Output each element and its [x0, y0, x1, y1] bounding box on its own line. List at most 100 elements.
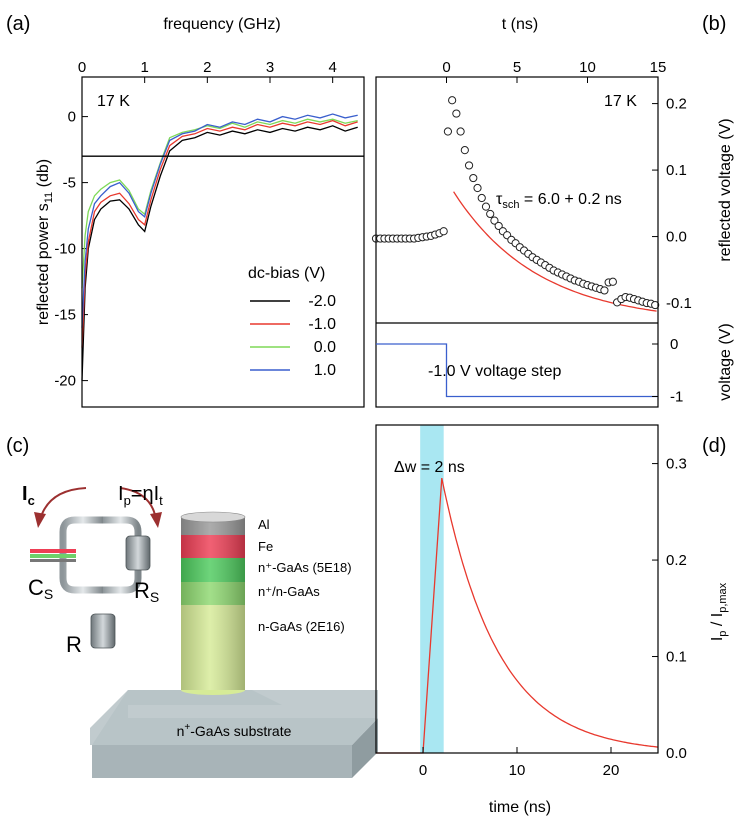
panel-label-d: (d) — [702, 435, 726, 457]
b2-y-tick-label-0: 0 — [670, 336, 678, 353]
series-line-2 — [81, 118, 358, 289]
data-point — [439, 227, 448, 236]
legend-label-2: 0.0 — [314, 339, 336, 356]
chart-a-ylabel: reflected power s11 (db) — [35, 159, 55, 325]
b-x-tick-label-0: 0 — [442, 59, 450, 76]
data-point — [494, 221, 503, 231]
layer-label-2: n⁺-GaAs (5E18) — [258, 560, 352, 575]
ip-label: Ip=ηIt — [118, 483, 163, 508]
legend-label-1: -1.0 — [308, 316, 336, 333]
chart-a-frame — [81, 76, 365, 408]
chart-b-frame — [375, 76, 659, 408]
legend-label-0: -2.0 — [308, 293, 336, 310]
legend-label-3: 1.0 — [314, 362, 336, 379]
x-tick-label-1: 1 — [140, 59, 148, 76]
voltage-step-label: -1.0 V voltage step — [428, 363, 562, 380]
d-y-tick-label-3: 0.3 — [666, 456, 687, 473]
d-y-tick-label-0: 0.0 — [666, 745, 687, 762]
x-tick-label-2: 2 — [203, 59, 211, 76]
panel-label-a: (a) — [6, 13, 30, 35]
data-point — [448, 96, 457, 105]
resistor-r — [90, 613, 116, 649]
d-x-tick-label-1: 10 — [509, 762, 526, 779]
substrate-label: n+-GaAs substrate — [177, 722, 292, 739]
chart-d-ylabel: Ip / Ip,max — [709, 582, 729, 641]
data-point — [477, 193, 486, 203]
panel-label-c: (c) — [6, 435, 29, 457]
chart-d-xlabel: time (ns) — [489, 799, 551, 816]
data-point — [486, 209, 495, 219]
device-schematic: n+-GaAs substrate Ic Ip=ηIt CS RS R Al Fe… — [22, 432, 378, 799]
capacitor-plate-gaas — [30, 554, 76, 558]
chart-b-annotation: 17 K — [604, 93, 637, 110]
b-y-tick-label-0: 0.2 — [666, 96, 687, 113]
y-tick-label-0: 0 — [68, 109, 76, 126]
data-point — [456, 127, 465, 136]
x-tick-label-0: 0 — [78, 59, 86, 76]
r-label: R — [66, 632, 82, 657]
resistor-rs — [125, 535, 151, 571]
d-y-tick-label-1: 0.1 — [666, 649, 687, 666]
b-y-tick-label-1: 0.1 — [666, 162, 687, 179]
series-line-1 — [81, 119, 358, 348]
chart-b: t (ns) 0 5 10 15 0.2 0.1 0.0 -0.1 17 K τsch = … — [371, 16, 734, 408]
b-y-tick-label-2: 0.0 — [666, 229, 687, 246]
x-tick-label-3: 3 — [266, 59, 274, 76]
voltage-step-line — [376, 343, 658, 398]
current-curve — [376, 477, 659, 754]
layer-label-4: n-GaAs (2E16) — [258, 619, 345, 634]
y-tick-label-2: -10 — [54, 241, 76, 258]
pulse-width-shade — [420, 425, 444, 753]
x-tick-label-4: 4 — [328, 59, 336, 76]
fit-label: τsch = 6.0 + 0.2 ns — [496, 191, 622, 211]
chart-b-ylabel: reflected voltage (V) — [717, 118, 734, 261]
data-point — [464, 161, 474, 170]
substrate-front — [92, 745, 352, 778]
chart-b-lower-ylabel: voltage (V) — [717, 323, 734, 400]
b-x-tick-label-1: 5 — [513, 59, 521, 76]
data-point — [608, 277, 617, 286]
series-line-0 — [81, 125, 358, 381]
layer-label-1: Fe — [258, 539, 273, 554]
legend-title: dc-bias (V) — [248, 265, 325, 282]
capacitor-plate-fe — [30, 549, 76, 553]
panel-label-b: (b) — [702, 13, 726, 35]
chart-a-annotation: 17 K — [97, 93, 130, 110]
data-point — [600, 286, 609, 295]
series-line-3 — [81, 113, 358, 328]
data-point — [469, 173, 478, 183]
b-x-tick-label-2: 10 — [579, 59, 596, 76]
current-arrow-left — [39, 487, 87, 521]
cs-label: CS — [28, 575, 53, 602]
d-x-tick-label-0: 0 — [419, 762, 427, 779]
data-point — [473, 183, 482, 193]
layer-label-0: Al — [258, 517, 270, 532]
data-point — [481, 202, 491, 211]
chart-b-xlabel: t (ns) — [502, 16, 538, 33]
y-tick-label-3: -15 — [54, 307, 76, 324]
data-point — [460, 146, 469, 155]
chart-d-frame — [375, 424, 659, 754]
data-point — [443, 127, 453, 136]
chart-d-annotation: Δw = 2 ns — [394, 459, 465, 476]
substrate-side — [352, 718, 378, 778]
b-y-tick-label-3: -0.1 — [666, 295, 692, 312]
pillar-shading — [181, 517, 245, 690]
d-y-tick-label-2: 0.2 — [666, 552, 687, 569]
b-x-tick-label-3: 15 — [650, 59, 667, 76]
data-point — [651, 300, 660, 310]
data-point — [490, 216, 499, 225]
data-point — [452, 109, 461, 118]
d-x-tick-label-2: 20 — [603, 762, 620, 779]
chart-d: 0 10 20 0.0 0.1 0.2 0.3 Δw = 2 ns time (ns) I… — [375, 424, 729, 816]
chart-a-xlabel: frequency (GHz) — [163, 16, 280, 33]
fit-curve — [453, 191, 657, 312]
b2-y-tick-label-1: -1 — [670, 389, 683, 406]
layer-label-3: n⁺/n-GaAs — [258, 584, 320, 599]
y-tick-label-1: -5 — [63, 175, 76, 192]
y-tick-label-4: -20 — [54, 373, 76, 390]
ic-label: Ic — [22, 483, 35, 508]
rs-label: RS — [134, 578, 159, 605]
